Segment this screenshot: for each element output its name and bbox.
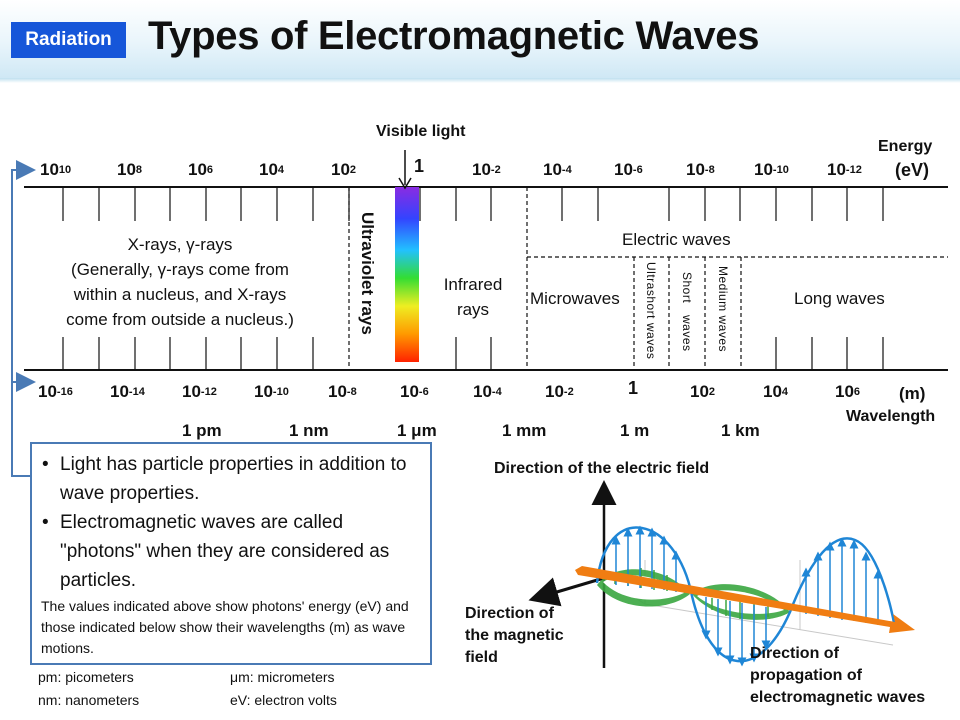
magnetic-field-label: Direction of the magnetic field bbox=[465, 605, 564, 666]
section-badge: Radiation bbox=[11, 22, 126, 58]
energy-tick-label: 108 bbox=[117, 160, 143, 179]
energy-tick-label: 10-2 bbox=[472, 160, 501, 179]
energy-tick-label: 10-12 bbox=[827, 160, 862, 179]
wavelength-tick-label: 10-2 bbox=[545, 382, 574, 401]
info-note: The values indicated above show photons'… bbox=[41, 598, 409, 656]
long-waves-label: Long waves bbox=[794, 289, 885, 308]
energy-tick-label: 10-4 bbox=[543, 160, 572, 179]
wavelength-tick-label: 10-6 bbox=[400, 382, 429, 401]
energy-tick-label: 1010 bbox=[40, 160, 72, 179]
visible-light-band bbox=[395, 187, 419, 362]
wavelength-axis-title: Wavelength bbox=[846, 408, 936, 425]
wavelength-tick-label: 10-16 bbox=[38, 382, 73, 401]
wavelength-tick-label: 10-8 bbox=[328, 382, 357, 401]
wavelength-tick-label: 10-14 bbox=[110, 382, 145, 401]
energy-axis-title: Energy bbox=[878, 138, 933, 155]
energy-tick-label: 10-10 bbox=[754, 160, 789, 179]
wavelength-tick-label: 102 bbox=[690, 382, 716, 401]
propagation-arrow bbox=[575, 566, 915, 633]
visible-light-label: Visible light bbox=[376, 123, 466, 140]
electric-wave bbox=[595, 526, 897, 663]
electric-waves-label: Electric waves bbox=[622, 230, 731, 249]
energy-tick-label: 10-6 bbox=[614, 160, 643, 179]
visible-light-pointer-head bbox=[398, 177, 412, 190]
perspective-guides bbox=[603, 560, 894, 646]
magnetic-wave bbox=[597, 568, 790, 620]
magnetic-field-axis bbox=[528, 576, 605, 607]
wavelength-tick-label: 1 bbox=[628, 378, 639, 398]
microwaves-label: Microwaves bbox=[530, 289, 620, 308]
named-length-km: 1 km bbox=[721, 421, 760, 440]
wavelength-tick-label: 104 bbox=[763, 382, 789, 401]
named-length-nm: 1 nm bbox=[289, 421, 329, 440]
info-box: • Light has particle properties in additi… bbox=[30, 442, 432, 665]
bracket-connector bbox=[11, 169, 30, 477]
wavelength-axis-unit: (m) bbox=[899, 384, 926, 403]
xray-gamma-label: X-rays, γ-rays (Generally, γ-rays come f… bbox=[66, 235, 294, 329]
page-title: Types of Electromagnetic Waves bbox=[148, 14, 760, 58]
upper-ticks bbox=[62, 187, 884, 221]
electric-field-label: Direction of the electric field bbox=[494, 460, 710, 477]
named-length-m: 1 m bbox=[620, 421, 650, 440]
wavelength-tick-label: 10-12 bbox=[182, 382, 217, 401]
infrared-label: Infrared rays bbox=[443, 275, 503, 319]
legend-pm: pm: picometers bbox=[38, 669, 134, 685]
named-length-pm: 1 pm bbox=[182, 421, 222, 440]
energy-tick-label: 102 bbox=[331, 160, 357, 179]
energy-tick-label: 10-8 bbox=[686, 160, 715, 179]
short-waves-label: Short waves bbox=[680, 272, 694, 352]
wavelength-tick-label: 10-4 bbox=[473, 382, 502, 401]
energy-tick-label: 106 bbox=[188, 160, 214, 179]
legend-nm: nm: nanometers bbox=[38, 692, 140, 708]
header-divider bbox=[0, 78, 960, 83]
wavelength-tick-label: 10-10 bbox=[254, 382, 289, 401]
wavelength-tick-label: 106 bbox=[835, 382, 861, 401]
energy-tick-label: 1 bbox=[414, 156, 425, 176]
propagation-label: Direction of propagation of electromagne… bbox=[750, 645, 926, 706]
lower-ticks bbox=[62, 337, 884, 370]
legend-um: μm: micrometers bbox=[230, 669, 335, 685]
energy-tick-label: 104 bbox=[259, 160, 285, 179]
energy-axis-unit: (eV) bbox=[895, 160, 930, 180]
ultrashort-waves-label: Ultrashort waves bbox=[644, 262, 658, 360]
named-length-um: 1 μm bbox=[397, 421, 437, 440]
header-band bbox=[0, 0, 960, 78]
medium-waves-label: Medium waves bbox=[716, 266, 730, 353]
legend-ev: eV: electron volts bbox=[230, 692, 337, 708]
ultraviolet-label: Ultraviolet rays bbox=[358, 212, 377, 335]
named-length-mm: 1 mm bbox=[502, 421, 547, 440]
